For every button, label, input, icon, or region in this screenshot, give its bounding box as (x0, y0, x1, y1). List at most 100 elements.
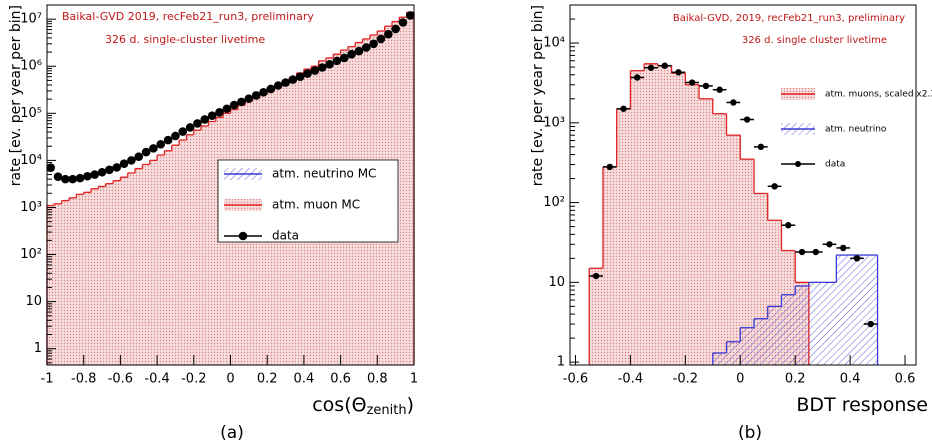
histogram-bin (157, 155, 165, 365)
histogram-bin (781, 294, 796, 365)
histogram-bin (712, 113, 727, 366)
x-tick-label: 0.6 (895, 372, 916, 387)
legend-label: atm. muons, scaled x2.39 (825, 90, 932, 100)
histogram-bin (135, 168, 143, 365)
data-point (112, 163, 122, 172)
histogram-bin (795, 285, 809, 365)
annotation: 326 d. single-cluster livetime (105, 33, 265, 46)
data-point (606, 163, 614, 171)
annotation: Baikal-GVD, 2019, recFeb21_run3, prelimi… (673, 13, 905, 24)
x-tick-label: 1 (410, 372, 418, 387)
data-point (376, 34, 386, 44)
histogram-bin (193, 130, 202, 365)
data-point (771, 183, 778, 190)
legend-label: atm. neutrino MC (272, 167, 376, 181)
histogram-bin (47, 205, 55, 365)
data-point (83, 171, 92, 181)
data-point (620, 105, 627, 112)
histogram-bin (76, 194, 84, 365)
data-point (266, 84, 276, 94)
data-point (853, 255, 861, 262)
histogram-bin (164, 150, 172, 365)
histogram-bin (740, 327, 754, 365)
data-point (281, 78, 290, 87)
x-tick-label: 0.2 (785, 372, 806, 387)
histogram-bin (657, 65, 672, 366)
data-point (339, 53, 349, 63)
data-point (163, 135, 173, 145)
data-point (207, 111, 217, 120)
data-point (361, 43, 371, 52)
data-point (354, 46, 364, 56)
data-point (661, 62, 668, 69)
histogram-bin (836, 255, 851, 365)
data-point (826, 241, 833, 248)
histogram-bin (740, 159, 754, 365)
data-point (149, 144, 158, 153)
data-point (647, 64, 655, 71)
data-point (702, 82, 710, 90)
histogram-bin (589, 268, 603, 365)
y-tick-label: 10⁵ (20, 106, 42, 121)
x-tick-label: 0 (736, 372, 744, 387)
x-tick-label: -0.6 (108, 372, 133, 387)
data-point (193, 119, 202, 128)
data-point (384, 29, 393, 39)
data-point (398, 18, 408, 27)
x-tick-label: -1 (41, 372, 54, 387)
data-point (288, 75, 298, 84)
data-point (259, 87, 268, 97)
histogram-bin (120, 177, 128, 365)
x-tick-label: -0.2 (181, 372, 206, 387)
histogram-bin (726, 135, 741, 365)
x-tick-label: 0.4 (294, 372, 315, 387)
data-point (222, 104, 232, 114)
histogram-bin (671, 73, 686, 365)
histogram-bin (91, 188, 99, 365)
histogram-bin (186, 134, 194, 365)
data-point (867, 320, 874, 328)
x-tick-label: 0 (226, 372, 234, 387)
x-tick-label: -0.2 (673, 372, 698, 387)
histogram-bin (142, 164, 150, 365)
data-point (215, 108, 224, 117)
histogram-bin (406, 12, 414, 365)
histogram-bin (850, 255, 864, 365)
histogram-bin (98, 186, 106, 365)
data-point (171, 131, 180, 141)
histogram-bin (113, 180, 121, 365)
histogram-bin (201, 125, 209, 365)
histogram-bin (712, 353, 727, 365)
histogram-bin (767, 306, 782, 365)
histogram-bin (822, 282, 837, 365)
histogram-bin (644, 63, 658, 365)
y-tick-label: 10² (20, 247, 42, 262)
data-point (716, 86, 723, 93)
x-tick-label: -0.4 (618, 372, 643, 387)
x-axis-label-text: cos(Θ (312, 394, 366, 416)
data-point (675, 69, 682, 76)
x-tick-label: -0.8 (71, 372, 96, 387)
histogram-bin (699, 98, 713, 366)
data-point (105, 165, 114, 175)
annotation: Baikal-GVD 2019, recFeb21_run3, prelimin… (62, 10, 314, 23)
histogram-bin (808, 282, 823, 365)
histogram-bin (399, 17, 407, 366)
data-point (273, 81, 283, 90)
histogram-bin (61, 200, 70, 365)
caption: (b) (738, 423, 762, 443)
data-point (325, 59, 334, 69)
histogram-bin (149, 160, 158, 365)
histogram-bin (54, 203, 62, 365)
data-point (785, 222, 792, 229)
data-point (244, 94, 254, 103)
x-tick-label: -0.4 (144, 372, 169, 387)
x-axis-label-sub: zenith (367, 403, 407, 418)
x-tick-label: 0.8 (367, 372, 388, 387)
data-point (200, 115, 210, 124)
data-point (229, 100, 239, 110)
data-point (757, 143, 765, 151)
data-point (743, 116, 751, 123)
data-point (347, 49, 356, 59)
